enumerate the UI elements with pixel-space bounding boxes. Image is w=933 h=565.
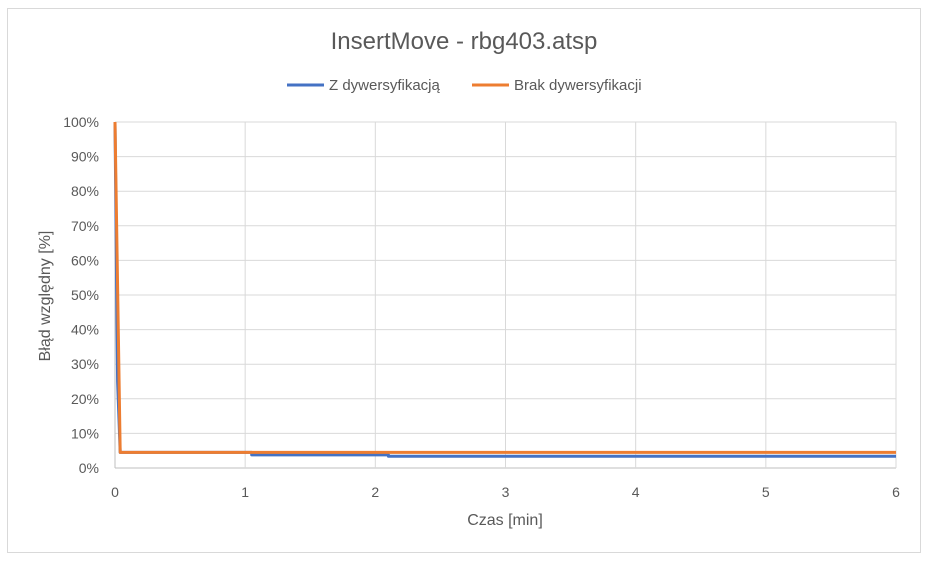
x-tick-label: 5 xyxy=(762,484,770,500)
y-tick-label: 80% xyxy=(71,183,99,199)
y-tick-label: 60% xyxy=(71,252,99,268)
legend-label-series-1: Z dywersyfikacją xyxy=(329,77,441,94)
y-tick-label: 30% xyxy=(71,356,99,372)
gridlines xyxy=(114,121,897,469)
x-tick-label: 3 xyxy=(502,484,510,500)
y-tick-label: 70% xyxy=(71,218,99,234)
y-tick-label: 40% xyxy=(71,322,99,338)
series-lines xyxy=(113,121,896,458)
y-axis-title: Błąd względny [%] xyxy=(37,231,54,362)
series-line-2 xyxy=(113,121,896,454)
x-tick-label: 0 xyxy=(111,484,119,500)
legend: Z dywersyfikacją Brak dywersyfikacji xyxy=(287,77,642,94)
x-tick-label: 4 xyxy=(632,484,640,500)
x-tick-label: 1 xyxy=(241,484,249,500)
x-tick-label: 6 xyxy=(892,484,900,500)
y-tick-label: 10% xyxy=(71,425,99,441)
chart-title: InsertMove - rbg403.atsp xyxy=(331,28,598,55)
y-axis-tick-labels: 0% 10% 20% 30% 40% 50% 60% 70% 80% 90% 100% xyxy=(63,114,99,476)
x-tick-label: 2 xyxy=(371,484,379,500)
legend-label-series-2: Brak dywersyfikacji xyxy=(514,77,642,94)
y-tick-label: 100% xyxy=(63,114,99,130)
x-axis-title: Czas [min] xyxy=(467,512,543,529)
y-tick-label: 0% xyxy=(79,460,99,476)
chart-frame xyxy=(7,8,921,553)
y-tick-label: 20% xyxy=(71,391,99,407)
y-tick-label: 50% xyxy=(71,287,99,303)
x-axis-tick-labels: 0 1 2 3 4 5 6 xyxy=(111,484,900,500)
y-tick-label: 90% xyxy=(71,149,99,165)
